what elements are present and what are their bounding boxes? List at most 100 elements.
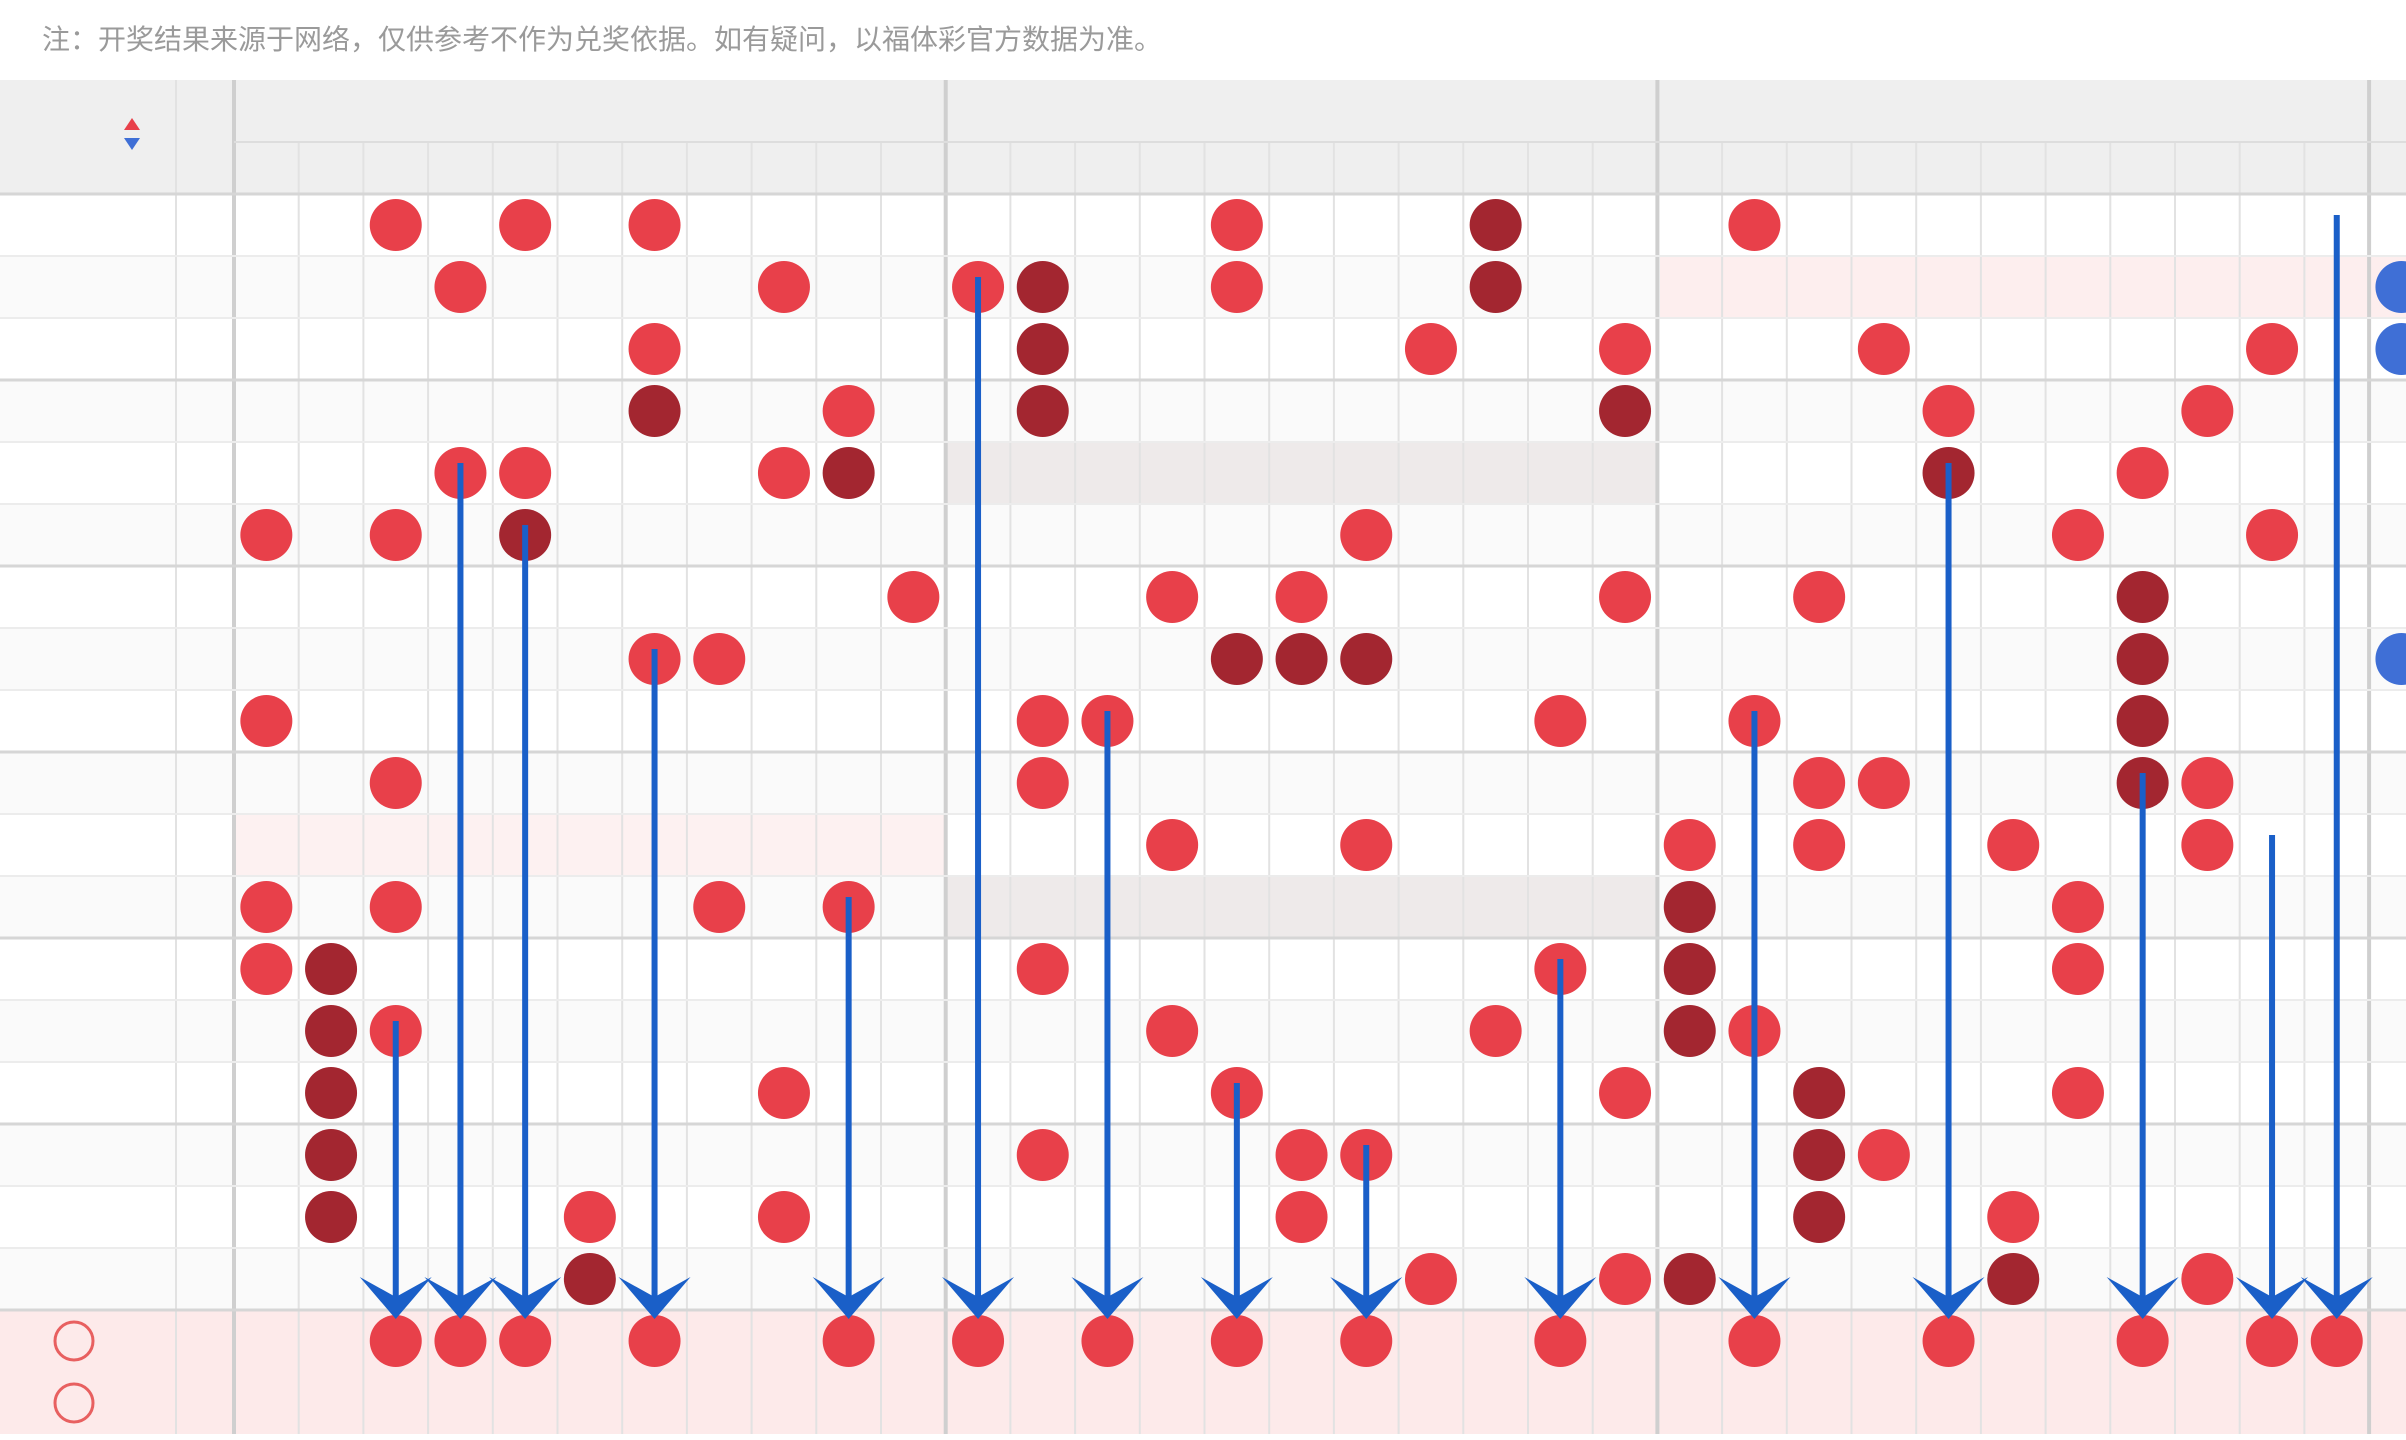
drawn-ball (1016, 261, 1069, 313)
drawn-ball (1469, 199, 1522, 251)
select-radio[interactable] (53, 1320, 95, 1362)
drawn-ball (305, 1191, 358, 1243)
table-row (887, 571, 2169, 623)
selected-ball[interactable] (1728, 1315, 1781, 1367)
select-number-cell[interactable] (434, 1315, 487, 1367)
selected-ball[interactable] (628, 1315, 681, 1367)
drawn-ball (1275, 571, 1328, 623)
selected-ball[interactable] (369, 1315, 422, 1367)
arrow-down-icon (618, 1277, 691, 1319)
row-background (0, 1124, 2406, 1186)
select-number-cell[interactable] (822, 1315, 875, 1367)
drawn-ball (1340, 509, 1393, 561)
drawn-ball (2181, 757, 2234, 809)
drawn-ball (1857, 1129, 1910, 1181)
drawn-ball (1146, 819, 1199, 871)
drawn-ball (2181, 385, 2234, 437)
drawn-ball (1404, 1253, 1457, 1305)
selected-ball[interactable] (499, 1315, 552, 1367)
selected-ball[interactable] (1340, 1315, 1393, 1367)
selected-ball[interactable] (1081, 1315, 1134, 1367)
arrow-down-icon (1071, 1277, 1144, 1319)
select-number-cell[interactable] (1340, 1315, 1393, 1367)
drawn-ball (1210, 261, 1263, 313)
row-background (0, 628, 2406, 690)
drawn-ball (1016, 323, 1069, 375)
zone-highlight (234, 814, 946, 876)
select-number-cell[interactable] (1534, 1315, 1587, 1367)
drawn-ball (1146, 1005, 1199, 1057)
selected-ball[interactable] (1922, 1315, 1975, 1367)
zone-highlight (946, 442, 1658, 504)
selected-ball[interactable] (2116, 1315, 2169, 1367)
drawn-ball (1857, 323, 1910, 375)
drawn-ball (1210, 633, 1263, 685)
select-number-cell[interactable] (1210, 1315, 1263, 1367)
drawn-ball (1793, 1067, 1846, 1119)
table-row (240, 509, 2299, 561)
select-radio[interactable] (53, 1382, 95, 1424)
row-background (0, 318, 2406, 380)
drawn-ball (499, 199, 552, 251)
selected-ball[interactable] (952, 1315, 1005, 1367)
sort-down-icon[interactable] (124, 138, 140, 150)
select-row[interactable] (53, 1382, 95, 1424)
drawn-ball (305, 1129, 358, 1181)
arrow-down-icon (812, 1277, 885, 1319)
select-number-cell[interactable] (2116, 1315, 2169, 1367)
drawn-ball (757, 447, 810, 499)
table-row (369, 757, 2234, 809)
drawn-ball (1275, 1191, 1328, 1243)
selected-ball[interactable] (822, 1315, 875, 1367)
selected-ball[interactable] (1210, 1315, 1263, 1367)
arrow-down-icon (359, 1277, 432, 1319)
drawn-ball (1987, 1191, 2040, 1243)
drawn-ball (1793, 819, 1846, 871)
arrow-down-icon (489, 1277, 562, 1319)
row-background (0, 1062, 2406, 1124)
selected-ball[interactable] (1534, 1315, 1587, 1367)
sort-up-icon[interactable] (124, 118, 140, 130)
drawn-ball (369, 757, 422, 809)
drawn-ball (305, 1005, 358, 1057)
zone-highlight (946, 876, 1658, 938)
selected-ball[interactable] (2310, 1315, 2363, 1367)
select-number-cell[interactable] (369, 1315, 422, 1367)
drawn-ball (305, 1067, 358, 1119)
drawn-ball (1210, 199, 1263, 251)
selected-ball[interactable] (434, 1315, 487, 1367)
drawn-ball (305, 943, 358, 995)
select-number-cell[interactable] (628, 1315, 681, 1367)
select-number-cell[interactable] (1922, 1315, 1975, 1367)
select-number-cell[interactable] (1081, 1315, 1134, 1367)
drawn-ball (757, 1067, 810, 1119)
drawn-ball (1469, 261, 1522, 313)
table-row (563, 1253, 2234, 1305)
drawn-ball (240, 881, 293, 933)
select-row[interactable] (53, 1315, 2363, 1367)
select-number-cell[interactable] (2310, 1315, 2363, 1367)
drawn-ball (2116, 447, 2169, 499)
zone-highlight (1660, 256, 2406, 318)
selected-ball[interactable] (2246, 1315, 2299, 1367)
drawn-ball (822, 447, 875, 499)
drawn-ball (1469, 1005, 1522, 1057)
drawn-ball (1663, 881, 1716, 933)
table-row (305, 1005, 1781, 1057)
arrow-down-icon (2236, 1277, 2309, 1319)
row-background (0, 690, 2406, 752)
drawn-ball (1663, 943, 1716, 995)
grid-header (124, 118, 140, 150)
drawn-ball (822, 385, 875, 437)
drawn-ball (1599, 1067, 1652, 1119)
select-number-cell[interactable] (499, 1315, 552, 1367)
disclaimer-note: 注：开奖结果来源于网络，仅供参考不作为兑奖依据。如有疑问，以福体彩官方数据为准。 (42, 23, 1163, 56)
select-number-cell[interactable] (2246, 1315, 2299, 1367)
select-number-cell[interactable] (1728, 1315, 1781, 1367)
table-row (628, 323, 2406, 375)
drawn-ball (1016, 385, 1069, 437)
arrow-down-icon (1330, 1277, 1403, 1319)
drawn-ball (628, 199, 681, 251)
table-row (628, 385, 2234, 437)
select-number-cell[interactable] (952, 1315, 1005, 1367)
